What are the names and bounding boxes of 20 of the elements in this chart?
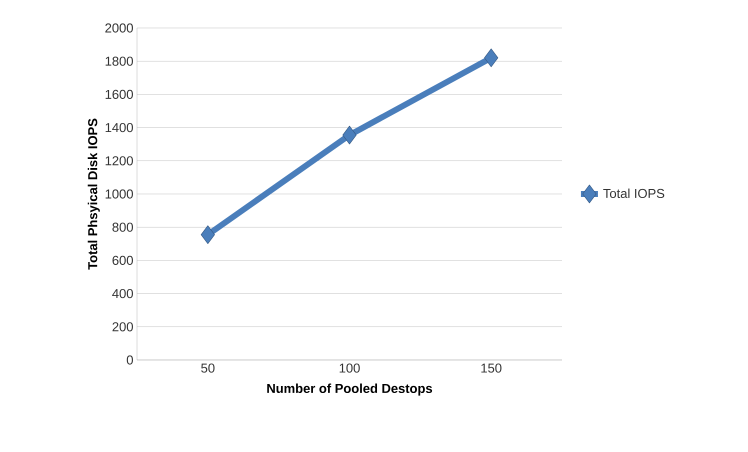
y-tick-label: 400 bbox=[112, 289, 133, 298]
y-tick-label: 2000 bbox=[105, 23, 133, 33]
y-tick-label: 1200 bbox=[106, 156, 133, 166]
y-tick-label: 200 bbox=[112, 322, 133, 332]
point bbox=[200, 225, 215, 244]
x-axis-title: Number of Pooled Destops bbox=[267, 384, 432, 396]
y-axis-title: Total Phsyical Disk IOPS bbox=[88, 118, 100, 270]
point bbox=[484, 48, 498, 68]
y-tick-label: 600 bbox=[112, 256, 133, 265]
y-tick-label: 1800 bbox=[106, 56, 133, 66]
x-tick-label: 100 bbox=[340, 364, 360, 373]
legend-label: Total IOPS bbox=[603, 188, 664, 198]
x-tick-label: 150 bbox=[481, 364, 502, 373]
x-tick-label: 50 bbox=[201, 364, 215, 373]
point bbox=[342, 126, 357, 144]
y-tick-label: 800 bbox=[112, 222, 133, 232]
y-tick-label: 1600 bbox=[106, 90, 133, 99]
y-tick-label: 0 bbox=[126, 355, 133, 365]
y-tick-label: 1000 bbox=[106, 189, 133, 199]
y-tick-label: 1400 bbox=[106, 123, 133, 132]
